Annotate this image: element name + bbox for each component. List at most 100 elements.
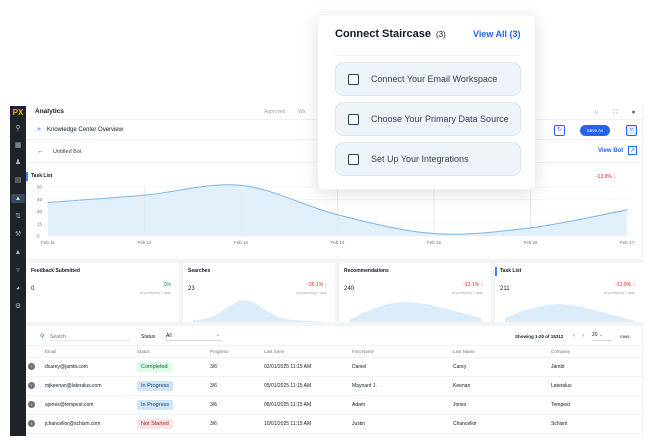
apps-grid-icon[interactable]: ∷	[613, 109, 618, 116]
chevron-right-icon[interactable]: »	[37, 126, 41, 133]
column-header[interactable]: Last Seen	[262, 346, 350, 358]
pagination-summary: Showing 1-20 of 15312	[515, 334, 564, 339]
data-point	[47, 201, 49, 204]
progress-cell[interactable]: 3/6	[208, 357, 262, 377]
step-checkbox[interactable]	[348, 74, 359, 85]
step-checkbox[interactable]	[348, 154, 359, 165]
card-accent	[26, 172, 28, 181]
step-label: Connect Your Email Workspace	[371, 74, 498, 84]
task-list-chart-card: Task List -13.9% ↓ 60 45 30 15 0 Feb 11 Feb 12…	[26, 169, 643, 255]
kpi-card[interactable]: Task List 211 -13.9% ↓ vs preceding 7 days	[495, 263, 643, 322]
kpi-comparison: vs preceding 7 days	[451, 291, 483, 295]
y-tick-label: 45	[37, 197, 43, 202]
kpi-comparison: vs preceding 7 days	[295, 291, 327, 295]
column-header[interactable]: Status	[135, 346, 208, 358]
filter-button[interactable]: ▿	[626, 125, 637, 136]
analytics-icon[interactable]: ▴	[11, 194, 25, 203]
table-header-row: Email Status Progress Last Seen First Name La…	[26, 346, 643, 358]
progress-cell[interactable]: 3/6	[208, 376, 262, 396]
series-area	[48, 184, 627, 236]
expand-row-icon[interactable]: ›	[28, 401, 35, 408]
column-header[interactable]: Company	[549, 346, 643, 358]
step-setup-integrations[interactable]: Set Up Your Integrations	[335, 142, 521, 176]
x-tick-label: Feb 12	[137, 240, 152, 245]
workflow-tab[interactable]: Wo	[298, 109, 306, 115]
progress-cell[interactable]: 3/6	[208, 414, 262, 434]
x-tick-label: Feb 14	[330, 240, 345, 245]
breadcrumb[interactable]: Knowledge Center Overview	[47, 127, 124, 133]
column-header[interactable]: Email	[43, 346, 135, 358]
kpi-value: 0	[31, 286, 35, 292]
table-row[interactable]: › jchancellor@schism.com Not Started 3/6 10/…	[26, 414, 643, 434]
status-cell: Not Started	[135, 414, 208, 434]
expand-row-icon[interactable]: ›	[28, 420, 35, 427]
column-header[interactable]: Progress	[208, 346, 262, 358]
back-arrow-icon[interactable]: ←	[37, 148, 44, 155]
step-choose-data-source[interactable]: Choose Your Primary Data Source	[335, 102, 521, 136]
expand-row-icon[interactable]: ›	[28, 382, 35, 389]
refresh-icon[interactable]: ↻	[554, 125, 565, 136]
table-row[interactable]: › ajones@tempest.com In Progress 3/6 08/01/2…	[26, 395, 643, 415]
progress-cell[interactable]: 3/6	[208, 395, 262, 415]
step-connect-email[interactable]: Connect Your Email Workspace	[335, 62, 521, 96]
expand-row-icon[interactable]: ›	[28, 363, 35, 370]
table-row[interactable]: › dcarey@jambi.com Completed 3/6 02/01/2025 …	[26, 357, 643, 377]
account-icon[interactable]: ●	[631, 109, 636, 116]
next-page-icon[interactable]: ›	[582, 333, 584, 339]
popover-divider	[335, 55, 520, 56]
email-cell: mjkeenan@lateralus.com	[43, 376, 135, 396]
reports-icon[interactable]: ◕	[15, 285, 21, 292]
save-as-button[interactable]: Save As	[580, 125, 610, 136]
search-icon: ⚲	[40, 334, 45, 340]
email-cell: dcarey@jambi.com	[43, 357, 135, 377]
users-icon[interactable]: ♟	[14, 159, 22, 166]
chat-icon[interactable]: ○	[594, 109, 599, 116]
x-tick-label: Feb 17	[620, 240, 635, 245]
view-all-link[interactable]: View All (3)	[473, 29, 521, 39]
kpi-value: 211	[500, 286, 510, 292]
inbox-icon[interactable]: ▤	[14, 177, 22, 184]
step-label: Choose Your Primary Data Source	[371, 114, 509, 124]
search-input[interactable]	[50, 333, 130, 341]
external-link-icon[interactable]: ↗	[628, 146, 637, 155]
status-badge: Not Started	[137, 418, 173, 429]
app-logo: PX	[10, 106, 26, 120]
data-point	[143, 194, 146, 196]
tools-icon[interactable]: ⚒	[14, 231, 22, 238]
row-expand-cell: ›	[26, 357, 43, 377]
learning-icon[interactable]: ▲	[14, 249, 22, 256]
status-cell: In Progress	[135, 395, 208, 415]
status-filter-select[interactable]: All ⌄	[166, 332, 222, 341]
header-spacer	[26, 346, 43, 358]
users-table: Email Status Progress Last Seen First Name La…	[26, 346, 643, 434]
kpi-card[interactable]: Searches 23 -36.1% ↓ vs preceding 7 days	[183, 263, 335, 322]
last-name-cell: Carey	[451, 357, 549, 377]
kpi-card[interactable]: Feedback Submitted 0 0% vs preceding 7 days	[26, 263, 179, 322]
data-point	[336, 214, 339, 216]
kpi-change: -13.9% ↓	[615, 282, 635, 288]
first-name-cell: Daniel	[350, 357, 451, 377]
search-icon[interactable]: ⚲	[15, 125, 21, 132]
settings-icon[interactable]: ⚙	[14, 303, 22, 310]
last-seen-cell: 02/01/2025 11:15 AM	[262, 357, 350, 377]
first-name-cell: Adam	[350, 395, 451, 415]
x-tick-label: Feb 16	[523, 240, 538, 245]
sparkline-area	[505, 304, 633, 322]
prev-page-icon[interactable]: ‹	[573, 333, 575, 339]
dashboard-icon[interactable]: ▦	[14, 142, 22, 149]
kpi-card[interactable]: Recommendations 240 -12.1% ↓ vs preceding 7…	[339, 263, 491, 322]
kpi-change: -12.1% ↓	[463, 282, 483, 288]
approved-tab[interactable]: Approved	[264, 109, 286, 115]
last-name-cell: Chancellor	[451, 414, 549, 434]
step-checkbox[interactable]	[348, 114, 359, 125]
rows-per-page-select[interactable]: 20 ⌄	[592, 332, 612, 341]
table-row[interactable]: › mjkeenan@lateralus.com In Progress 3/6 05/…	[26, 376, 643, 396]
kpi-comparison: vs preceding 7 days	[603, 291, 635, 295]
status-badge: Completed	[137, 361, 172, 372]
view-bot-link[interactable]: View Bot	[598, 148, 624, 154]
column-header[interactable]: Last Name	[451, 346, 549, 358]
filter-icon[interactable]: ▿	[16, 267, 20, 274]
flows-icon[interactable]: ⇅	[15, 213, 21, 220]
data-point	[240, 184, 242, 186]
column-header[interactable]: First Name	[350, 346, 451, 358]
